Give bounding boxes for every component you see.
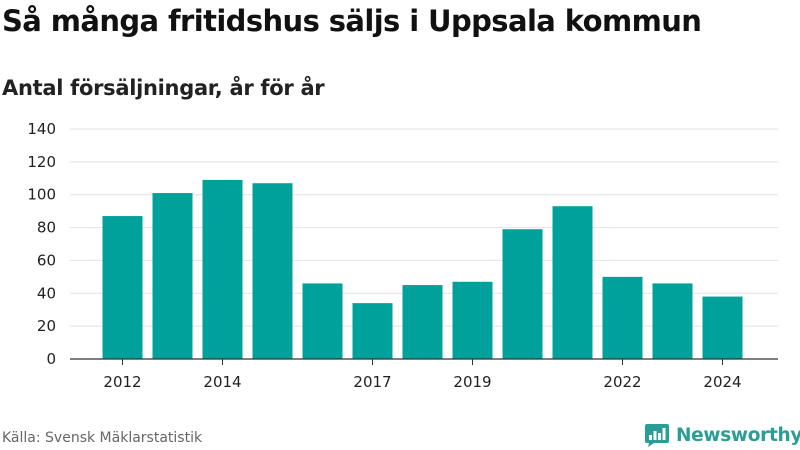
source-note: Källa: Svensk Mäklarstatistik [2, 430, 203, 446]
x-tick-label: 2012 [103, 373, 141, 391]
y-tick-label: 120 [27, 153, 56, 171]
x-tick-label: 2024 [703, 373, 741, 391]
chart-subtitle: Antal försäljningar, år för år [2, 76, 325, 100]
brand-name: Newsworthy [676, 424, 800, 446]
x-tick-label: 2017 [353, 373, 391, 391]
bars [102, 179, 743, 359]
bar-2024 [702, 296, 743, 359]
y-tick-label: 100 [27, 186, 56, 204]
bar-2014 [202, 179, 243, 359]
x-tick-label: 2014 [203, 373, 241, 391]
axes: 0 20 40 60 80 100 120 140 2012 2014 2017 2019 2022 20… [27, 120, 778, 391]
x-tick-label: 2019 [453, 373, 491, 391]
y-tick-label: 60 [37, 251, 56, 269]
bar-2023 [652, 283, 693, 359]
bar-2015 [252, 183, 293, 359]
y-tick-label: 140 [27, 120, 56, 138]
bar-2019 [452, 281, 493, 359]
y-tick-label: 0 [46, 350, 56, 368]
y-tick-label: 20 [37, 317, 56, 335]
bar-2018 [402, 285, 443, 359]
newsworthy-logo-icon [645, 424, 669, 447]
bar-2012 [102, 216, 143, 359]
bar-2021 [552, 206, 593, 359]
chart-title: Så många fritidshus säljs i Uppsala komm… [2, 4, 702, 38]
brand-logo: Newsworthy [644, 420, 800, 450]
y-tick-label: 40 [37, 284, 56, 302]
bar-2017 [352, 303, 393, 359]
bar-2016 [302, 283, 343, 359]
bar-2013 [152, 193, 193, 359]
y-tick-label: 80 [37, 219, 56, 237]
bar-2020 [502, 229, 543, 359]
x-tick-label: 2022 [603, 373, 641, 391]
bar-2022 [602, 276, 643, 359]
